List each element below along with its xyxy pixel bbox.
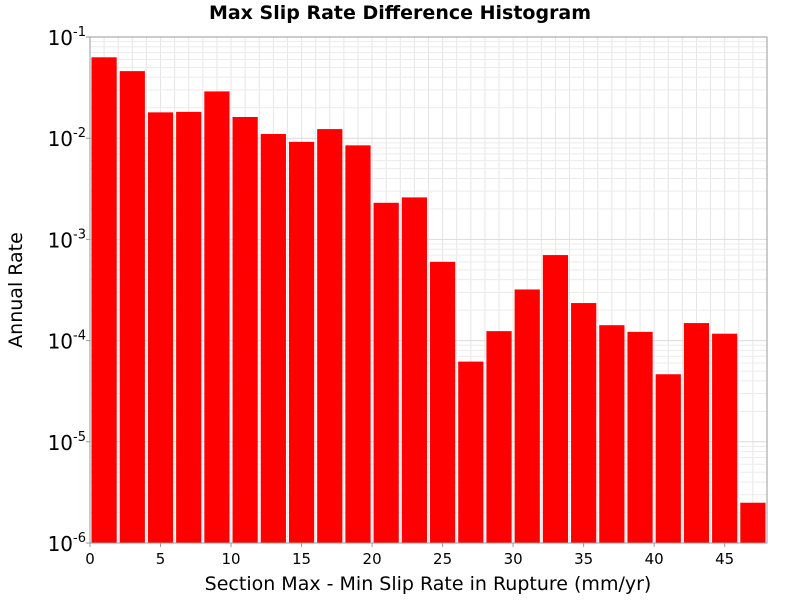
histogram-bar xyxy=(373,202,399,543)
x-tick-label: 40 xyxy=(645,550,664,568)
histogram-bar xyxy=(627,331,653,543)
x-tick-label: 15 xyxy=(292,550,311,568)
histogram-bar xyxy=(232,116,258,544)
histogram-bar xyxy=(204,91,230,543)
histogram-bar xyxy=(288,141,315,543)
x-axis-ticks: 0 5 10 15 20 25 30 35 40 45 xyxy=(85,543,734,568)
y-tick-label: 10-5 xyxy=(48,430,86,455)
x-tick-label: 10 xyxy=(221,550,240,568)
histogram-bar xyxy=(317,129,343,543)
histogram-bar xyxy=(91,57,117,544)
histogram-bar xyxy=(740,502,766,543)
y-tick-label: 10-3 xyxy=(48,227,86,252)
histogram-bar xyxy=(401,197,427,543)
x-tick-label: 0 xyxy=(85,550,95,568)
histogram-bar xyxy=(571,303,597,543)
histogram-bar xyxy=(260,134,286,544)
x-tick-label: 25 xyxy=(433,550,452,568)
y-tick-label: 10-6 xyxy=(48,531,86,556)
histogram-bar xyxy=(147,112,174,543)
x-tick-label: 20 xyxy=(363,550,382,568)
histogram-bar xyxy=(458,361,484,543)
plot-frame xyxy=(89,36,768,544)
histogram-bar xyxy=(514,289,540,543)
chart-title: Max Slip Rate Difference Histogram xyxy=(208,2,592,24)
histogram-bar xyxy=(119,71,145,543)
histogram-bar xyxy=(542,255,569,543)
y-tick-label: 10-4 xyxy=(48,329,86,354)
histogram-bar xyxy=(345,145,371,543)
histogram-bar xyxy=(176,111,202,544)
histogram-bar xyxy=(599,325,625,543)
x-tick-label: 35 xyxy=(574,550,593,568)
x-axis-label: Section Max - Min Slip Rate in Rupture (… xyxy=(205,573,652,595)
histogram-bar xyxy=(683,323,710,543)
histogram-bar xyxy=(655,374,681,543)
histogram-bar xyxy=(486,331,512,543)
x-tick-label: 45 xyxy=(715,550,734,568)
y-axis-ticks: 10-1 10-2 10-3 10-4 10-5 10-6 xyxy=(48,25,90,556)
histogram-bar xyxy=(430,261,456,543)
y-axis-label: Annual Rate xyxy=(5,232,27,348)
y-tick-label: 10-1 xyxy=(48,25,86,50)
histogram-bar xyxy=(712,333,738,543)
y-tick-label: 10-2 xyxy=(48,126,86,151)
bar-layer xyxy=(91,57,766,544)
x-tick-label: 5 xyxy=(156,550,166,568)
x-tick-label: 30 xyxy=(504,550,523,568)
